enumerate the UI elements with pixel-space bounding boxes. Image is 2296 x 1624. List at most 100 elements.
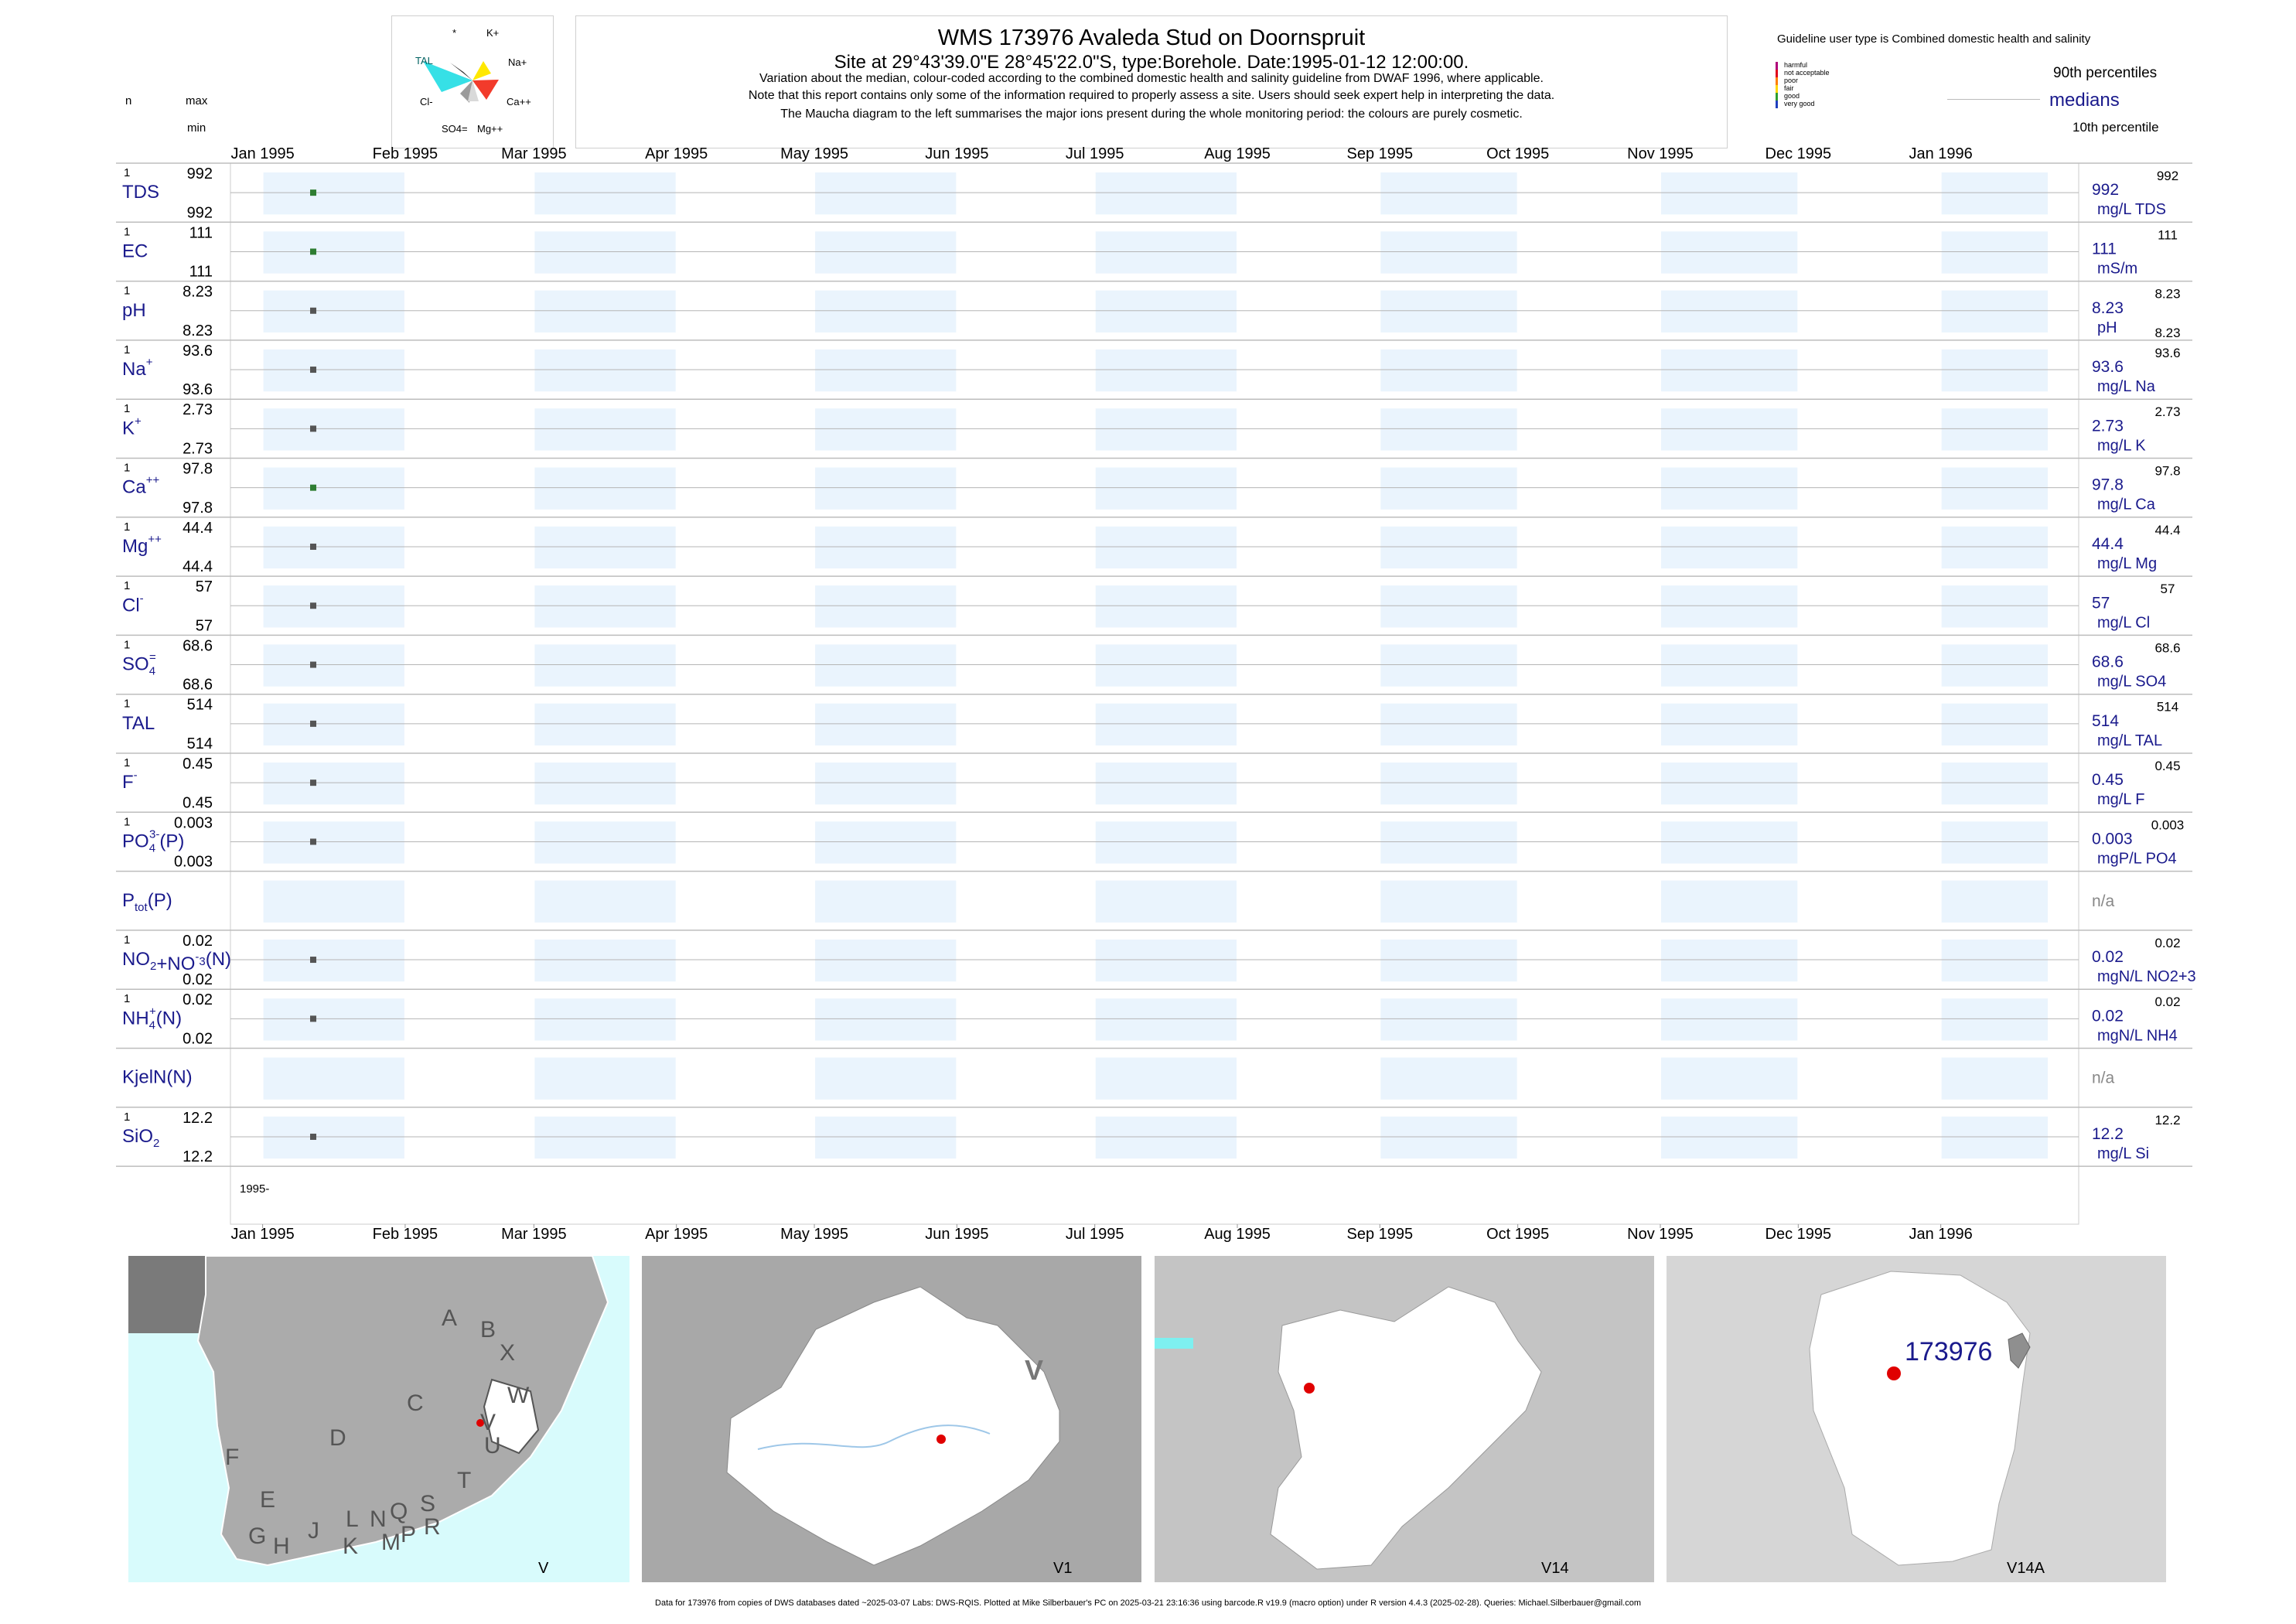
month-band [534, 467, 676, 510]
maucha-label: SO4= [442, 123, 468, 135]
parameter-label: K+ [122, 415, 142, 438]
month-band [1660, 1057, 1798, 1100]
note-line-3: The Maucha diagram to the left summarise… [780, 107, 1523, 121]
sample-count: 1 [124, 933, 130, 947]
region-label: U [484, 1433, 501, 1459]
p90-value: 2.73 [2154, 404, 2180, 419]
month-band [534, 172, 676, 215]
parameter-label: EC [122, 241, 148, 261]
month-band [1095, 526, 1237, 569]
month-band [1380, 526, 1517, 569]
map-highlight-region [483, 1378, 540, 1455]
x-tick-label-bottom: Mar 1995 [501, 1226, 567, 1243]
min-value: 8.23 [183, 322, 213, 339]
min-value: 57 [196, 617, 213, 634]
month-band [1660, 467, 1798, 510]
month-band [263, 1057, 404, 1100]
p90-value: 0.003 [2151, 817, 2185, 832]
month-band [1941, 585, 2048, 628]
data-point [310, 189, 317, 196]
map-label: V14 [1541, 1560, 1569, 1577]
max-value: 992 [187, 165, 213, 183]
guideline-class-swatch [1776, 77, 1778, 85]
median-value: 93.6 [2092, 358, 2124, 376]
min-value: 0.003 [174, 854, 213, 871]
map-site-label: 173976 [1905, 1337, 1992, 1366]
maucha-label: Na+ [508, 56, 527, 68]
month-band [534, 763, 676, 805]
x-tick-label-top: Nov 1995 [1627, 145, 1694, 162]
unit-label: mg/L Mg [2097, 555, 2157, 572]
median-value: 0.02 [2092, 1007, 2124, 1025]
month-band [815, 585, 957, 628]
month-band [1660, 1116, 1798, 1159]
chart-subtitle: Site at 29°43'39.0"E 28°45'22.0"S, type:… [834, 52, 1469, 73]
median-value: 97.8 [2092, 476, 2124, 494]
data-point [310, 543, 317, 550]
month-band [1095, 880, 1237, 923]
month-band [815, 821, 957, 864]
region-label: C [407, 1390, 424, 1416]
guideline-class-swatch [1776, 85, 1778, 93]
map-label: V1 [1053, 1560, 1072, 1577]
unit-label: mg/L Na [2097, 378, 2156, 395]
parameter-label: PO43-(P) [122, 827, 184, 855]
parameter-label: NO2+NO-3(N) [122, 949, 231, 974]
median-value: 8.23 [2092, 299, 2124, 317]
note-line-2: Note that this report contains only some… [748, 89, 1555, 102]
unit-label: pH [2097, 319, 2117, 336]
unit-label: mgN/L NO2+3 [2097, 968, 2196, 985]
unit-label: mg/L TAL [2097, 732, 2162, 749]
data-point [310, 248, 317, 255]
col-header-min: min [187, 121, 206, 135]
maucha-segment [450, 63, 473, 80]
month-band [1380, 998, 1517, 1041]
chart-title: WMS 173976 Avaleda Stud on Doornspruit [937, 26, 1366, 50]
parameter-label: SiO2 [122, 1126, 159, 1150]
legend-median-line [1947, 99, 2040, 100]
region-label: L [346, 1506, 359, 1532]
x-tick-label-bottom: Sep 1995 [1346, 1226, 1413, 1243]
median-value: 68.6 [2092, 653, 2124, 671]
month-band [815, 998, 957, 1041]
data-point [310, 484, 317, 491]
legend-medians: medians [2049, 90, 2120, 111]
min-value: 12.2 [183, 1148, 213, 1165]
month-band [263, 998, 404, 1041]
max-value: 111 [189, 224, 213, 241]
parameter-label: Ptot(P) [122, 890, 172, 914]
median-value: 111 [2092, 240, 2117, 258]
x-tick-label-top: Jun 1995 [925, 145, 988, 162]
unit-label: mgP/L PO4 [2097, 850, 2177, 867]
parameter-label: TDS [122, 182, 159, 203]
max-value: 0.45 [183, 756, 213, 773]
region-label: D [329, 1425, 346, 1451]
region-label: F [225, 1445, 239, 1470]
unit-label: mg/L SO4 [2097, 674, 2166, 691]
month-band [534, 939, 676, 982]
region-label: E [260, 1487, 275, 1513]
x-tick-label-bottom: Aug 1995 [1204, 1226, 1271, 1243]
month-band [815, 1116, 957, 1159]
month-band [1660, 290, 1798, 333]
median-value: 57 [2092, 594, 2110, 612]
min-value: 0.45 [183, 794, 213, 811]
month-band [1941, 939, 2048, 982]
map-site-dot [1304, 1383, 1315, 1394]
month-band [263, 939, 404, 982]
month-band [1660, 408, 1798, 451]
month-band [1380, 585, 1517, 628]
title-box: WMS 173976 Avaleda Stud on Doornspruit S… [575, 15, 1728, 148]
month-band [1380, 763, 1517, 805]
x-tick-label-bottom: Feb 1995 [373, 1226, 438, 1243]
p90-value: 0.02 [2154, 936, 2180, 950]
month-band [1941, 880, 2048, 923]
month-band [1660, 703, 1798, 745]
maucha-label: TAL [415, 55, 433, 67]
p90-value: 992 [2157, 169, 2178, 183]
month-band [1095, 644, 1237, 687]
map-v14a: 173976 V14A [1667, 1256, 2166, 1582]
sample-count: 1 [124, 225, 130, 238]
guideline-class-label: good [1784, 92, 1800, 100]
x-tick-label-bottom: Jun 1995 [925, 1226, 988, 1243]
